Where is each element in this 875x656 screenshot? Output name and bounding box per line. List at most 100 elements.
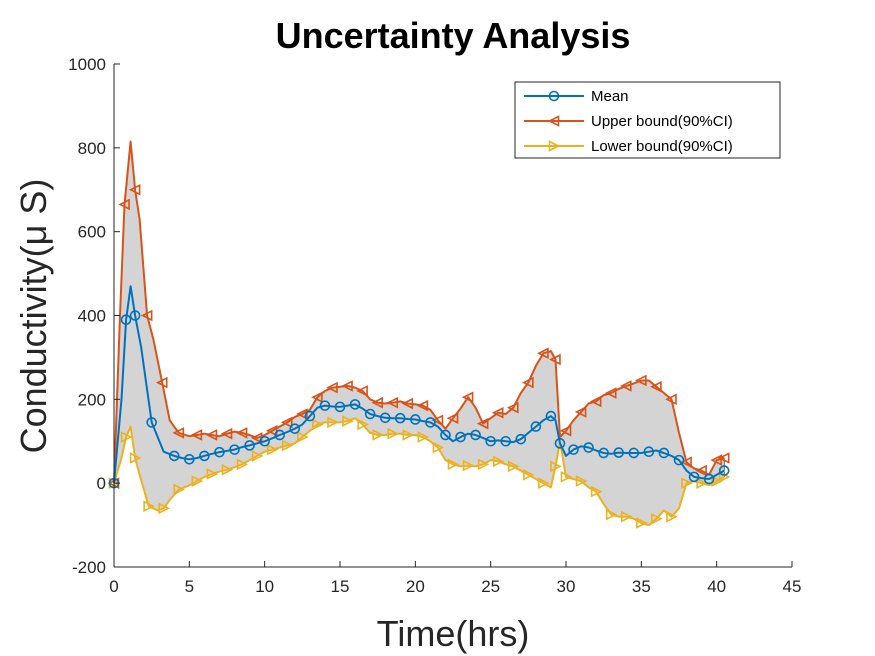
data-point-lower-bound-90-ci xyxy=(129,452,142,464)
x-ticks: 0 5 10 15 20 25 30 35 40 45 xyxy=(109,561,801,596)
data-point-mean xyxy=(199,450,210,462)
series-lower-bound-90-ci xyxy=(108,415,731,529)
data-point-lower-bound-90-ci xyxy=(432,441,445,454)
data-point-upper-bound-90-ci xyxy=(326,381,338,394)
data-point-mean xyxy=(410,414,421,425)
data-point-lower-bound-90-ci xyxy=(492,455,505,468)
data-point-mean xyxy=(455,431,466,443)
data-point-upper-bound-90-ci xyxy=(155,376,168,389)
data-point-lower-bound-90-ci xyxy=(417,431,430,443)
data-point-upper-bound-90-ci xyxy=(537,347,549,360)
data-point-upper-bound-90-ci xyxy=(650,380,662,393)
data-point-mean xyxy=(364,408,376,420)
data-point-mean xyxy=(440,429,451,441)
data-point-mean xyxy=(425,417,436,428)
x-tick-label: 40 xyxy=(707,577,726,596)
data-point-mean xyxy=(500,435,512,447)
data-point-upper-bound-90-ci xyxy=(710,454,722,466)
data-point-lower-bound-90-ci xyxy=(266,443,279,456)
data-point-upper-bound-90-ci xyxy=(446,412,459,424)
data-point-upper-bound-90-ci xyxy=(522,376,534,389)
data-point-lower-bound-90-ci xyxy=(173,483,186,496)
confidence-band-fill xyxy=(113,141,725,526)
data-point-lower-bound-90-ci xyxy=(342,415,354,427)
data-point-upper-bound-90-ci xyxy=(695,464,707,477)
data-point-mean xyxy=(146,417,157,428)
data-point-mean xyxy=(184,453,195,465)
data-point-mean xyxy=(643,446,655,458)
data-point-lower-bound-90-ci xyxy=(550,460,562,473)
data-point-lower-bound-90-ci xyxy=(507,460,520,473)
data-point-mean xyxy=(334,401,346,413)
data-point-mean xyxy=(613,447,625,458)
data-point-lower-bound-90-ci xyxy=(447,458,460,471)
data-point-mean xyxy=(718,465,730,476)
data-point-lower-bound-90-ci xyxy=(462,459,475,472)
x-tick-label: 35 xyxy=(632,577,651,596)
data-point-mean xyxy=(244,440,255,451)
data-point-lower-bound-90-ci xyxy=(297,431,309,443)
data-point-mean xyxy=(673,454,685,466)
data-point-upper-bound-90-ci xyxy=(506,401,519,414)
data-point-lower-bound-90-ci xyxy=(372,429,384,441)
data-point-upper-bound-90-ci xyxy=(140,309,153,322)
data-point-mean xyxy=(688,471,700,483)
data-point-mean xyxy=(485,435,496,447)
data-point-upper-bound-90-ci xyxy=(190,429,203,441)
data-point-mean xyxy=(304,410,316,422)
data-point-upper-bound-90-ci xyxy=(619,380,632,392)
data-point-mean xyxy=(658,447,670,459)
data-point-lower-bound-90-ci xyxy=(590,485,603,498)
data-point-mean xyxy=(703,473,715,485)
data-point-mean xyxy=(129,310,141,321)
data-point-lower-bound-90-ci xyxy=(251,450,264,462)
data-point-upper-bound-90-ci xyxy=(717,452,730,464)
data-point-lower-bound-90-ci xyxy=(402,429,415,441)
data-point-mean xyxy=(319,400,331,411)
data-point-upper-bound-90-ci xyxy=(128,183,141,196)
data-point-lower-bound-90-ci xyxy=(327,416,339,429)
data-point-mean xyxy=(379,412,391,424)
data-point-lower-bound-90-ci xyxy=(523,468,535,481)
y-tick-label: 200 xyxy=(78,390,106,409)
series-mean xyxy=(108,285,730,489)
data-point-mean xyxy=(168,450,180,462)
data-point-upper-bound-90-ci xyxy=(311,391,323,404)
data-point-upper-bound-90-ci xyxy=(635,374,647,387)
y-axis-label: Conductivity(μ S) xyxy=(13,179,54,454)
legend-entry-lower-bound-90-ci: Lower bound(90%CI) xyxy=(524,138,733,155)
data-point-upper-bound-90-ci xyxy=(549,353,561,366)
data-point-mean xyxy=(274,429,286,441)
data-point-upper-bound-90-ci xyxy=(280,416,293,429)
data-point-upper-bound-90-ci xyxy=(476,417,489,430)
data-point-mean xyxy=(229,444,240,455)
data-point-lower-bound-90-ci xyxy=(651,513,663,525)
data-point-lower-bound-90-ci xyxy=(236,458,249,471)
x-tick-label: 25 xyxy=(481,577,500,596)
y-tick-label: 800 xyxy=(78,139,106,158)
data-point-mean xyxy=(515,433,527,445)
x-tick-label: 5 xyxy=(185,577,194,596)
x-tick-label: 10 xyxy=(255,577,274,596)
data-point-lower-bound-90-ci xyxy=(357,418,369,431)
x-axis-label: Time(hrs) xyxy=(377,613,530,654)
data-point-lower-bound-90-ci xyxy=(191,475,204,487)
data-point-mean xyxy=(214,446,225,458)
data-point-upper-bound-90-ci xyxy=(574,406,587,418)
x-tick-label: 0 xyxy=(109,577,118,596)
legend: Mean Upper bound(90%CI) Lower bound(90%CI) xyxy=(514,81,781,159)
data-point-upper-bound-90-ci xyxy=(356,385,368,397)
legend-marker-lower-bound-90-ci xyxy=(548,140,561,152)
data-point-upper-bound-90-ci xyxy=(235,427,248,439)
data-point-upper-bound-90-ci xyxy=(296,408,308,420)
x-tick-label: 45 xyxy=(783,577,802,596)
data-point-upper-bound-90-ci xyxy=(401,397,414,410)
data-point-lower-bound-90-ci xyxy=(620,510,633,523)
confidence-band-layer xyxy=(113,141,725,526)
data-point-upper-bound-90-ci xyxy=(559,424,572,437)
data-point-upper-bound-90-ci xyxy=(680,456,692,469)
data-point-lower-bound-90-ci xyxy=(666,510,678,523)
data-point-mean xyxy=(545,410,557,422)
legend-marker-upper-bound-90-ci xyxy=(547,115,560,127)
